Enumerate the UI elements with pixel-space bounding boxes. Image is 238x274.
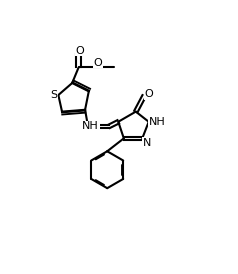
Text: NH: NH bbox=[82, 121, 99, 131]
Text: O: O bbox=[75, 46, 84, 56]
Text: S: S bbox=[50, 90, 57, 100]
Text: NH: NH bbox=[149, 117, 165, 127]
Text: O: O bbox=[144, 89, 153, 99]
Text: N: N bbox=[143, 138, 151, 148]
Text: O: O bbox=[94, 58, 102, 68]
